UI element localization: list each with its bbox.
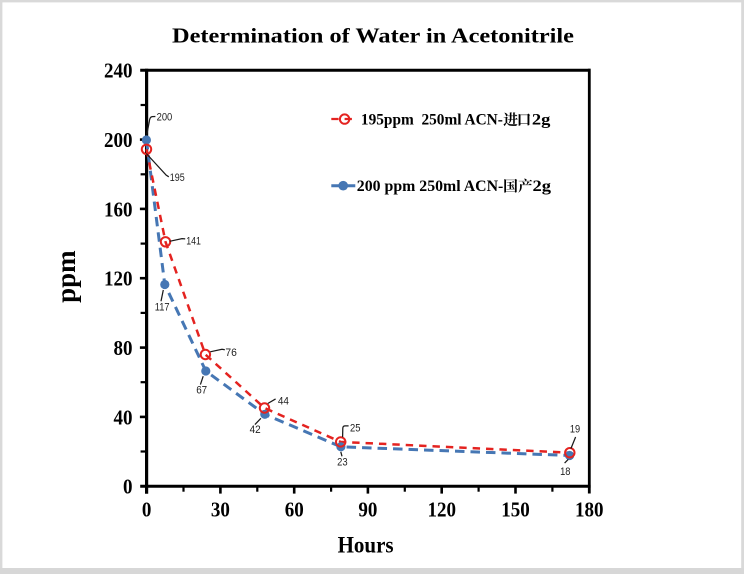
svg-text:30: 30 <box>211 498 230 522</box>
svg-text:42: 42 <box>250 424 261 436</box>
svg-text:Determination of Water in Acet: Determination of Water in Acetonitrile <box>172 24 574 48</box>
svg-text:67: 67 <box>196 385 207 397</box>
svg-text:ppm: ppm <box>51 250 81 303</box>
svg-text:240: 240 <box>104 59 133 83</box>
svg-text:90: 90 <box>358 498 377 522</box>
svg-text:200 ppm 250ml ACN-: 200 ppm 250ml ACN- <box>357 178 504 195</box>
svg-text:80: 80 <box>114 336 133 360</box>
svg-text:44: 44 <box>278 396 289 408</box>
svg-text:19: 19 <box>570 424 580 436</box>
svg-text:117: 117 <box>155 302 170 314</box>
svg-text:2g: 2g <box>532 111 551 128</box>
svg-text:18: 18 <box>560 466 570 478</box>
svg-text:200: 200 <box>157 112 173 124</box>
svg-text:141: 141 <box>186 235 201 247</box>
svg-text:60: 60 <box>285 498 304 522</box>
svg-text:195: 195 <box>170 172 185 184</box>
svg-text:0: 0 <box>123 475 133 499</box>
svg-text:2g: 2g <box>533 178 552 195</box>
svg-text:25: 25 <box>350 423 361 435</box>
svg-text:180: 180 <box>575 498 604 522</box>
svg-text:120: 120 <box>427 498 456 522</box>
svg-text:23: 23 <box>337 456 348 468</box>
svg-text:150: 150 <box>501 498 530 522</box>
svg-text:195ppm 250ml ACN-: 195ppm 250ml ACN- <box>361 111 503 128</box>
svg-text:200: 200 <box>104 128 133 152</box>
svg-text:120: 120 <box>104 267 133 291</box>
svg-text:160: 160 <box>104 197 133 221</box>
svg-text:40: 40 <box>114 405 133 429</box>
svg-text:76: 76 <box>225 347 237 359</box>
svg-text:Hours: Hours <box>338 533 394 558</box>
svg-text:0: 0 <box>142 498 152 522</box>
